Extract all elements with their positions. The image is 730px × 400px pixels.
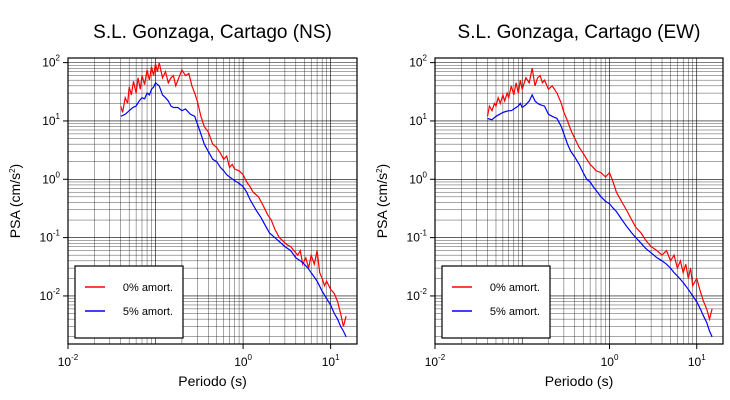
chart-title: S.L. Gonzaga, Cartago (EW) xyxy=(458,22,701,43)
chart-ns: 10-2 100 101 10-2 10-1 100 101 102 S.L. Gonzaga,… xyxy=(7,22,358,389)
legend-entry-label: 0% amort. xyxy=(490,282,540,294)
y-axis-label: PSA (cm/s2) xyxy=(7,164,23,238)
x-tick-label: 100 xyxy=(601,353,619,369)
y-axis-label: PSA (cm/s2) xyxy=(374,164,390,238)
legend-entry-label: 5% amort. xyxy=(490,306,540,318)
series-line-amort-0 xyxy=(486,68,713,322)
plot-frame xyxy=(67,57,358,345)
series-line-amort-5 xyxy=(487,93,713,337)
plot-frame xyxy=(434,57,724,345)
y-tick-label: 10-1 xyxy=(407,229,428,245)
x-tick-label: 100 xyxy=(234,353,252,369)
x-tick-label: 10-2 xyxy=(58,353,79,369)
x-tick-label: 101 xyxy=(322,353,340,369)
y-tick-label: 102 xyxy=(42,54,60,70)
legend-entry-label: 0% amort. xyxy=(123,282,173,294)
y-tick-label: 100 xyxy=(409,170,427,186)
series-line-amort-0 xyxy=(120,62,347,327)
legend: 0% amort. 5% amort. xyxy=(74,265,184,339)
y-tick-label: 10-2 xyxy=(40,287,61,303)
legend-entry-label: 5% amort. xyxy=(123,306,173,318)
chart-title: S.L. Gonzaga, Cartago (NS) xyxy=(93,22,332,43)
y-tick-label: 101 xyxy=(42,112,60,128)
x-axis-label: Periodo (s) xyxy=(545,373,613,389)
y-tick-label: 100 xyxy=(42,170,60,186)
x-axis-label: Periodo (s) xyxy=(178,373,246,389)
tick-marks xyxy=(63,62,332,349)
series-line-amort-5 xyxy=(120,81,347,337)
legend-box xyxy=(441,265,551,339)
tick-marks xyxy=(430,62,698,349)
legend: 0% amort. 5% amort. xyxy=(441,265,551,339)
y-tick-label: 102 xyxy=(409,54,427,70)
legend-box xyxy=(74,265,184,339)
y-tick-label: 10-2 xyxy=(407,287,428,303)
y-tick-label: 101 xyxy=(409,112,427,128)
chart-ew: 10-2 100 101 10-2 10-1 100 101 102 S.L. Gonzaga,… xyxy=(374,22,724,389)
x-tick-label: 101 xyxy=(688,353,706,369)
y-tick-label: 10-1 xyxy=(40,229,61,245)
x-tick-label: 10-2 xyxy=(425,353,446,369)
